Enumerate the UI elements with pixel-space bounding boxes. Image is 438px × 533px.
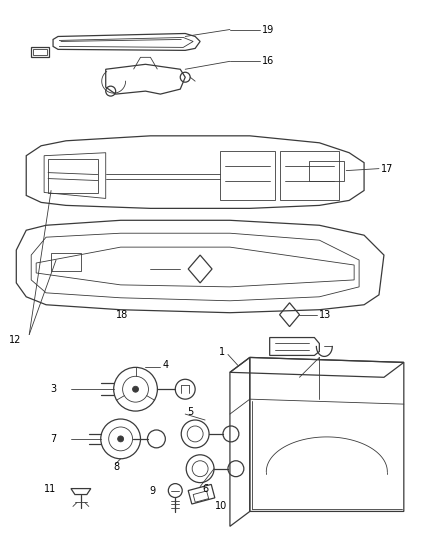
Bar [309,160,344,181]
Bar [33,50,47,55]
Circle shape [133,386,138,392]
Text: 12: 12 [9,335,21,344]
Text: 11: 11 [44,483,56,494]
Text: 19: 19 [262,25,274,35]
Circle shape [118,436,124,442]
Bar [279,151,339,200]
Text: 4: 4 [162,360,169,370]
Bar [220,151,275,200]
Text: 17: 17 [381,164,393,174]
Bar [51,253,81,271]
Text: 7: 7 [50,434,56,444]
Text: 6: 6 [202,483,208,494]
Text: 18: 18 [116,310,128,320]
Text: 3: 3 [50,384,56,394]
Text: 10: 10 [215,502,227,512]
Text: 8: 8 [114,462,120,472]
Text: 5: 5 [187,407,194,417]
Bar [48,159,98,193]
Text: 1: 1 [219,348,225,358]
Bar [188,484,215,504]
Text: 13: 13 [319,310,332,320]
Text: 9: 9 [149,486,155,496]
Text: 16: 16 [262,56,274,66]
Bar [193,491,208,502]
